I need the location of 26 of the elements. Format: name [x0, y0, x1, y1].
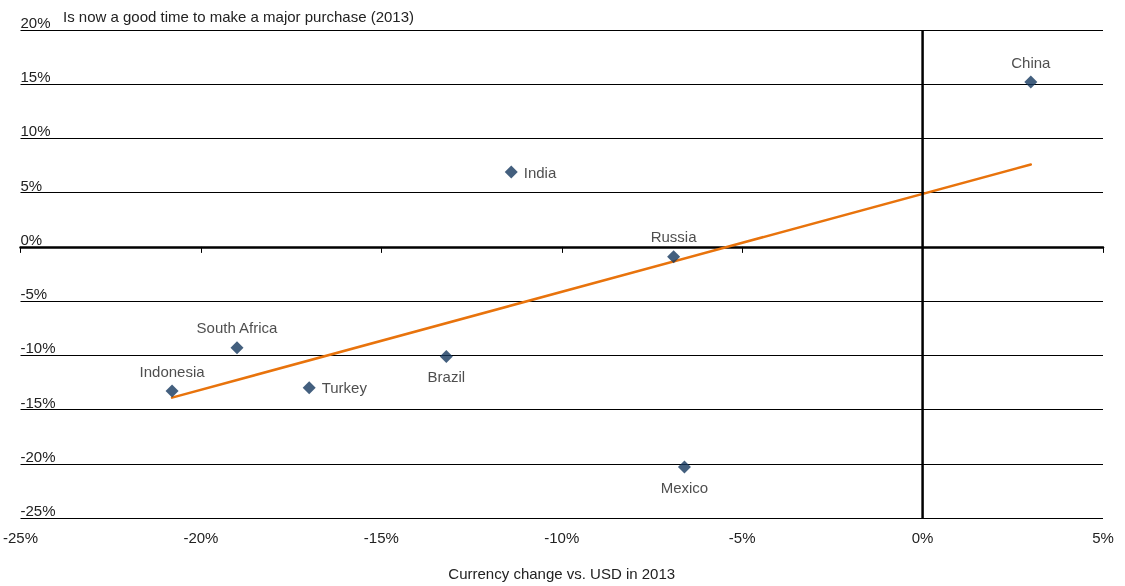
- y-tick-label: -20%: [20, 447, 56, 465]
- series-label: Brazil: [427, 367, 466, 385]
- y-tick-label: 20%: [20, 14, 51, 31]
- x-tick-label: -10%: [544, 529, 580, 546]
- x-tick-label: -20%: [183, 529, 219, 546]
- y-tick-label: 15%: [20, 68, 51, 86]
- x-tick-label: -15%: [363, 529, 399, 546]
- y-tick-label: 10%: [20, 122, 51, 140]
- y-tick-label: -25%: [20, 502, 56, 519]
- series-label: Mexico: [660, 478, 709, 496]
- series-label: Turkey: [321, 379, 368, 397]
- y-axis-title: Is now a good time to make a major purchase (2013): [63, 8, 415, 25]
- y-tick-label: 5%: [20, 176, 43, 194]
- x-tick-label: 5%: [1092, 529, 1114, 546]
- series-label: Indonesia: [139, 362, 206, 380]
- y-tick-label: 0%: [20, 230, 43, 248]
- x-axis-title: Currency change vs. USD in 2013: [448, 565, 676, 582]
- series-label: India: [523, 163, 557, 181]
- y-tick-label: -10%: [20, 339, 56, 357]
- series-label: Russia: [650, 228, 698, 246]
- series-label: South Africa: [196, 319, 279, 337]
- y-tick-label: -15%: [20, 393, 56, 411]
- series-label: China: [1011, 53, 1052, 71]
- x-tick-label: 0%: [911, 529, 934, 546]
- x-tick-label: -5%: [728, 529, 756, 546]
- y-tick-label: -5%: [20, 285, 48, 303]
